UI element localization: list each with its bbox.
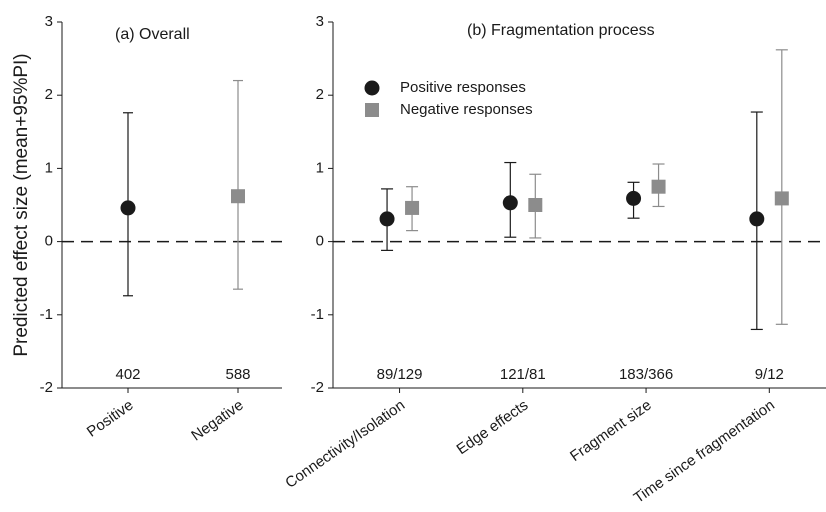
sample-size: 121/81	[500, 366, 546, 383]
sample-size: 402	[115, 366, 140, 383]
sample-size: 183/366	[619, 366, 673, 383]
marker	[651, 179, 666, 194]
x-tick-label: Positive	[84, 397, 137, 441]
y-tick-label: 3	[45, 13, 53, 30]
x-tick-label: Time since fragmentation	[631, 397, 778, 507]
marker	[405, 200, 420, 215]
marker	[749, 211, 765, 227]
y-tick-label: 1	[316, 159, 324, 176]
y-tick-label: -2	[40, 379, 53, 396]
y-tick-label: 0	[316, 233, 324, 250]
x-tick-label: Connectivity/Isolation	[282, 397, 408, 492]
legend-label: Positive responses	[400, 79, 526, 96]
panel-title: (a) Overall	[115, 26, 190, 43]
marker	[379, 211, 395, 227]
x-tick-label: Edge effects	[454, 397, 532, 459]
marker	[528, 198, 543, 212]
sample-size: 588	[225, 366, 250, 383]
y-tick-label: -2	[311, 379, 324, 396]
marker	[231, 189, 245, 204]
marker	[502, 195, 518, 211]
legend-label: Negative responses	[400, 101, 533, 118]
panel-title: (b) Fragmentation process	[467, 22, 655, 39]
legend-marker	[364, 80, 380, 96]
y-tick-label: 2	[316, 86, 324, 103]
y-tick-label: -1	[40, 306, 53, 323]
y-axis-label: Predicted effect size (mean+95%PI)	[11, 53, 32, 356]
x-tick-label: Fragment size	[567, 397, 655, 465]
y-tick-label: 3	[316, 13, 324, 30]
y-tick-label: -1	[311, 306, 324, 323]
legend-marker	[365, 103, 379, 117]
marker	[120, 200, 136, 216]
y-tick-label: 0	[45, 233, 53, 250]
y-tick-label: 1	[45, 159, 53, 176]
sample-size: 89/129	[377, 366, 423, 383]
y-tick-label: 2	[45, 86, 53, 103]
x-tick-label: Negative	[188, 397, 246, 445]
sample-size: 9/12	[755, 366, 784, 383]
marker	[626, 190, 642, 206]
marker	[774, 191, 789, 206]
